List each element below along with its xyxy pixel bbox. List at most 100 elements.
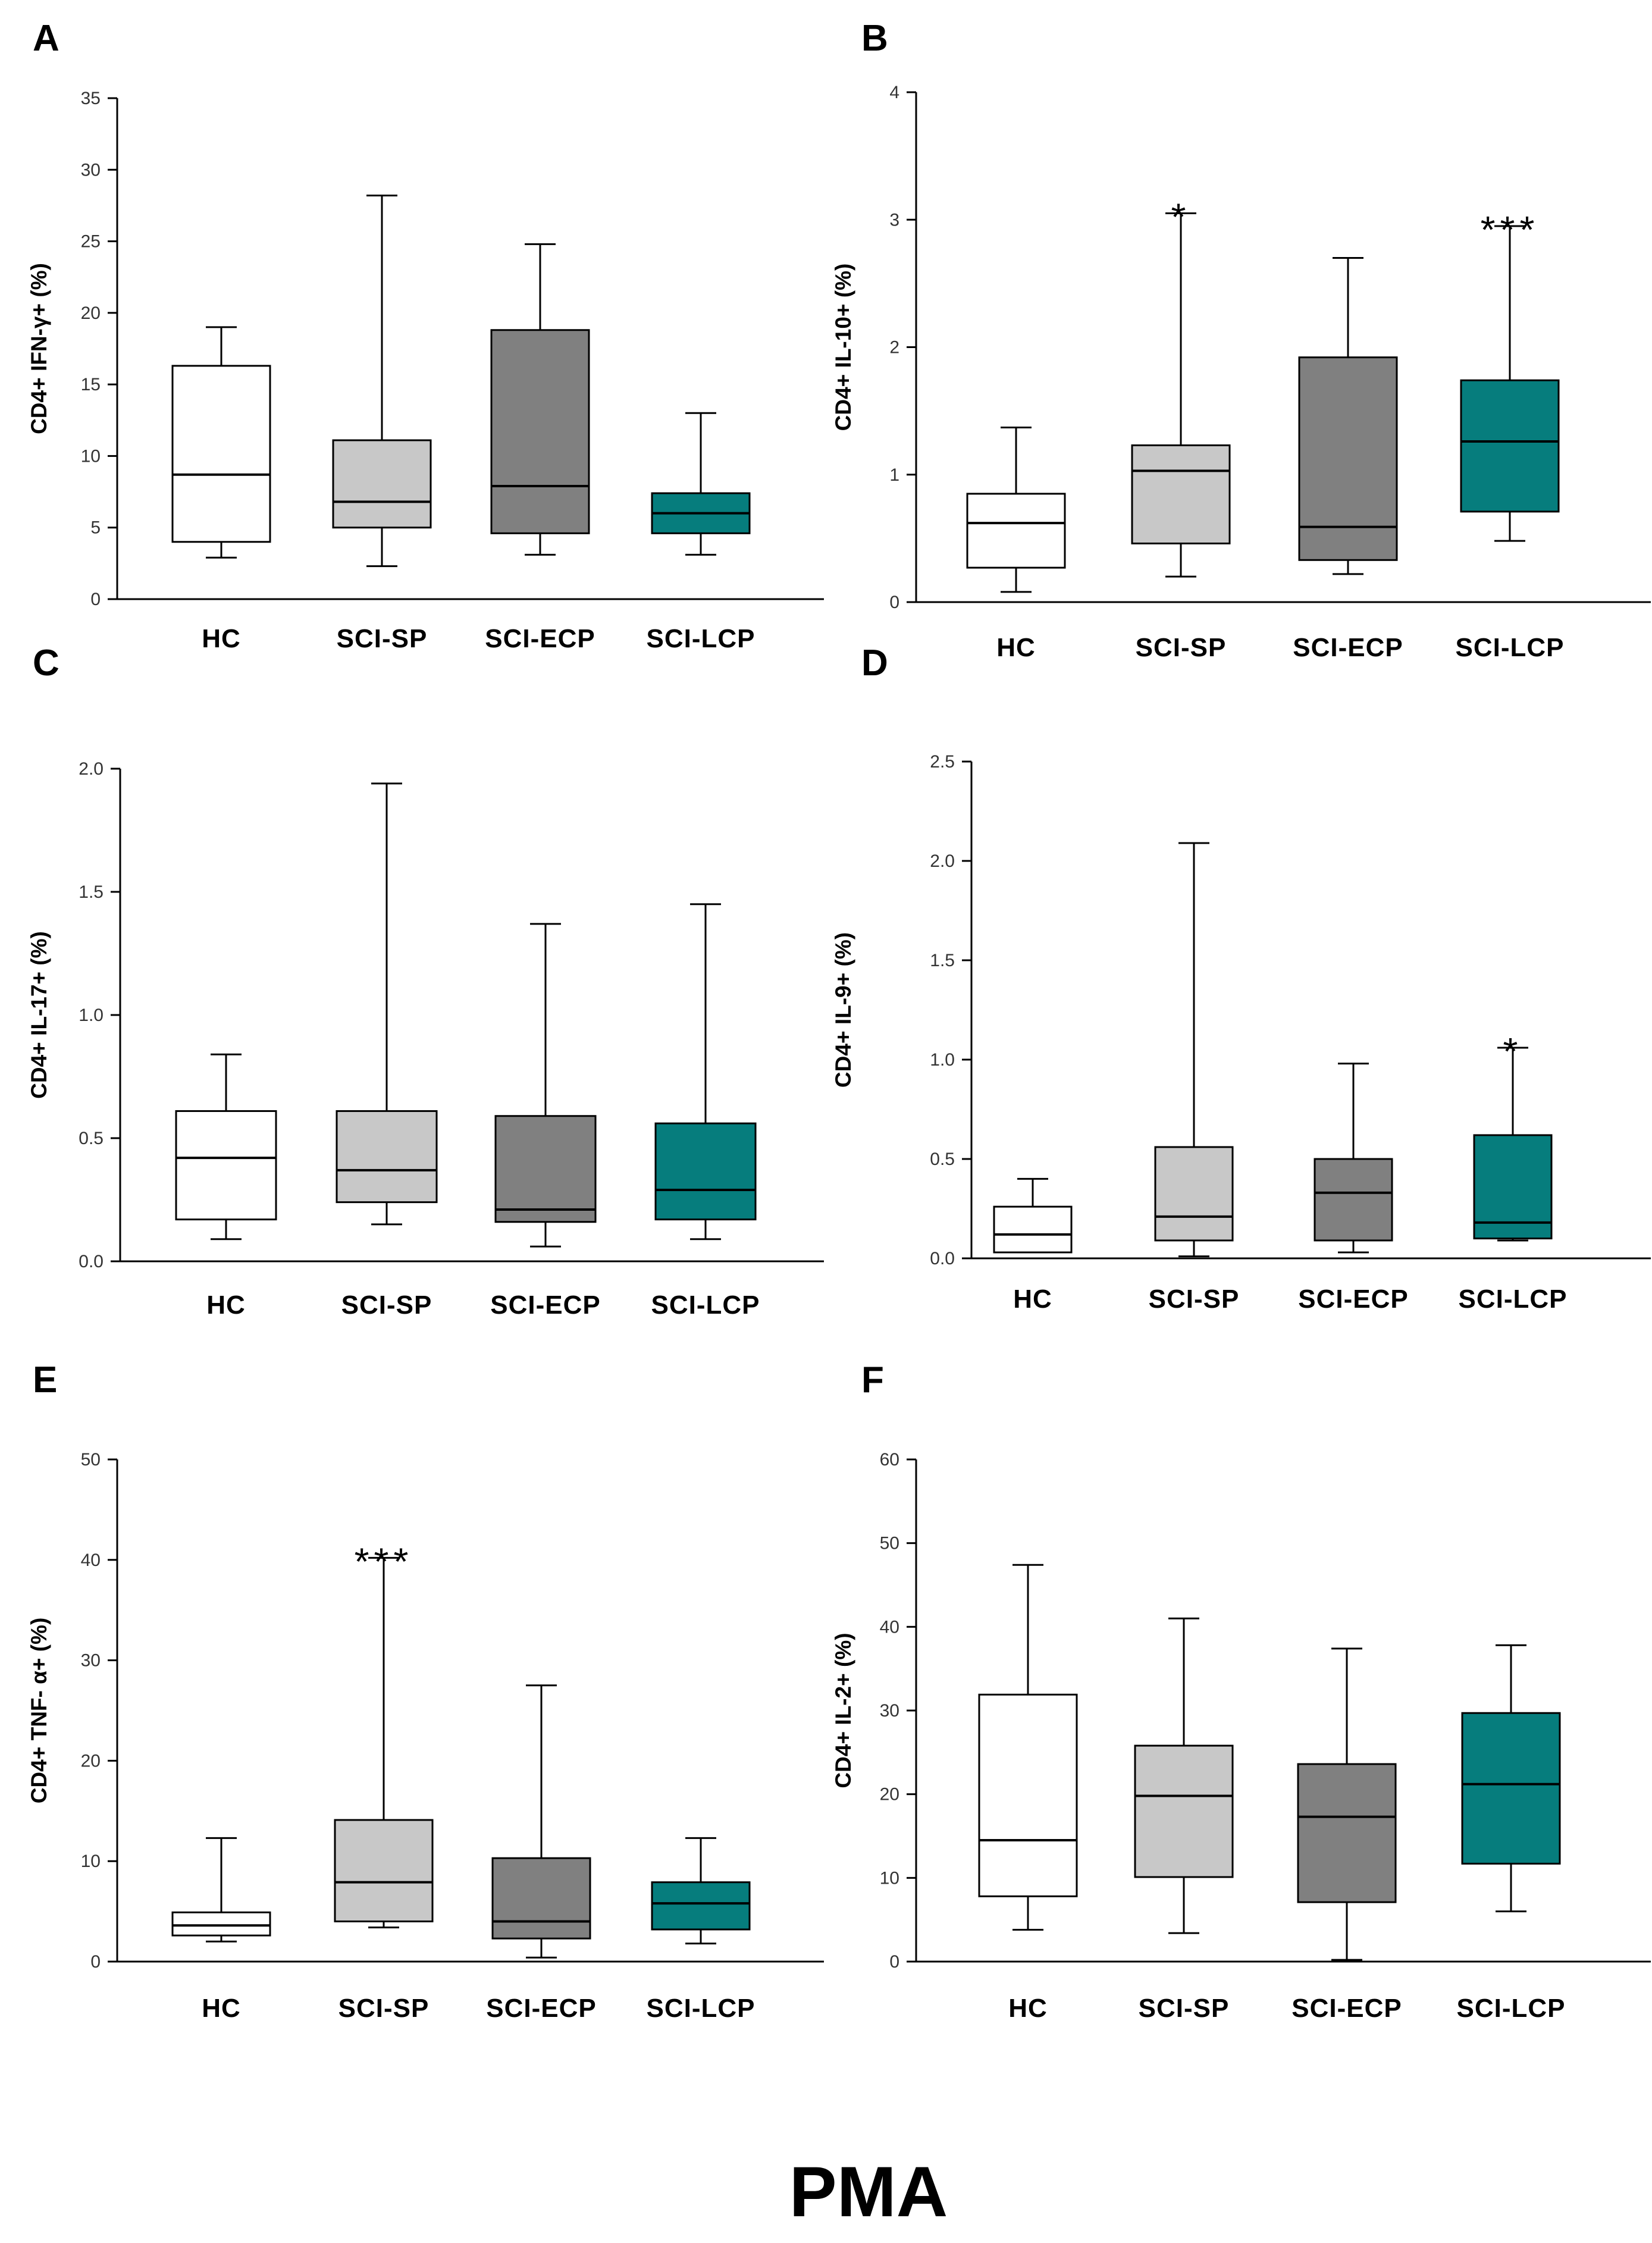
y-axis-title: CD4+ IL-2+ (%) [831,1633,855,1788]
box-iqr [993,1205,1073,1254]
y-tick-label: 0 [889,593,899,612]
y-tick-label: 50 [81,1450,101,1470]
panel-f: F 0 10 20 30 40 50 60 CD4+ IL-2+ (%) HC SCI-SP SCI-… [831,1359,1651,2023]
box-iqr [1461,1712,1561,1865]
y-tick-label: 10 [81,446,101,466]
figure-caption: PMA [789,2152,948,2232]
y-tick-label: 0 [889,1952,899,1972]
box-sci-ecp [490,243,590,556]
box-sci-ecp [1314,1063,1393,1254]
box-iqr [1154,1146,1234,1242]
category-label: SCI-LCP [1457,1994,1566,2023]
box-iqr [175,1110,277,1221]
panel-letter: B [861,18,888,59]
box-iqr [490,329,590,534]
category-label: SCI-ECP [486,1994,596,2023]
category-label: SCI-LCP [647,1994,756,2023]
box-sci-lcp [651,1837,751,1945]
y-tick-label: 25 [81,232,101,252]
box-iqr [654,1122,757,1221]
box-sci-lcp [1461,1644,1561,1913]
panel-letter: E [33,1359,57,1401]
y-tick-label: 35 [81,89,101,108]
y-tick-label: 30 [880,1701,899,1721]
box-iqr [336,1110,438,1204]
box-iqr [1297,1763,1397,1903]
category-label: SCI-SP [1136,633,1227,662]
box-iqr [491,1857,591,1940]
y-tick-label: 0.0 [930,1249,955,1268]
box-hc [993,1177,1073,1254]
category-label: SCI-ECP [485,624,595,653]
panel-a: A 0 5 10 15 20 25 30 35 CD4+ IFN-γ+ (%) HC SCI-SP SC… [27,18,824,653]
box-iqr [978,1693,1078,1897]
category-label: SCI-ECP [1293,633,1403,662]
category-label: SCI-SP [1149,1285,1240,1314]
y-axis-title: CD4+ IFN-γ+ (%) [27,263,51,434]
category-label: SCI-ECP [490,1290,600,1320]
y-tick-label: 30 [81,1651,101,1671]
y-tick-label: 0.0 [79,1252,104,1271]
box-sci-ecp [491,1684,591,1959]
category-label: HC [1013,1285,1052,1314]
box-sci-sp [336,782,438,1226]
box-iqr [1473,1134,1553,1240]
panel-b: B 0 1 2 3 4 CD4+ IL-10+ (%) HC * SCI-SP SCI-ECP ***… [831,18,1651,662]
box-iqr [1460,379,1560,513]
y-tick-label: 40 [81,1550,101,1570]
y-tick-label: 15 [81,375,101,394]
significance-mark: * [1503,1030,1523,1073]
y-tick-label: 3 [889,210,899,230]
box-iqr [1134,1744,1234,1878]
y-tick-label: 20 [880,1785,899,1805]
box-hc [171,1837,271,1943]
category-label: HC [202,1994,241,2023]
y-tick-label: 10 [81,1852,101,1871]
category-label: SCI-LCP [1456,633,1565,662]
box-sci-ecp [494,923,597,1248]
category-label: SCI-SP [338,1994,430,2023]
box-sci-sp [1154,842,1234,1258]
box-iqr [651,1881,751,1931]
y-tick-label: 10 [880,1868,899,1888]
y-tick-label: 4 [889,83,899,102]
box-sci-lcp [654,903,757,1240]
box-sci-sp: *** [334,1540,434,1929]
y-tick-label: 1.0 [79,1005,104,1025]
significance-mark: *** [1481,208,1540,251]
box-iqr [494,1115,597,1223]
box-sci-sp: * [1131,196,1231,578]
box-sci-lcp [651,412,751,556]
y-axis-title: CD4+ IL-10+ (%) [831,264,855,431]
box-hc [966,426,1066,593]
box-sci-lcp: * [1473,1030,1553,1242]
y-tick-label: 40 [880,1617,899,1637]
y-axis-title: CD4+ IL-17+ (%) [27,931,51,1099]
category-label: SCI-ECP [1298,1285,1408,1314]
box-hc [978,1564,1078,1931]
category-label: HC [1008,1994,1048,2023]
y-tick-label: 0 [90,1952,101,1972]
y-tick-label: 2.5 [930,752,955,772]
category-label: HC [996,633,1036,662]
y-tick-label: 2.0 [79,759,104,779]
y-tick-label: 20 [81,303,101,323]
y-tick-label: 60 [880,1450,899,1470]
significance-mark: * [1171,196,1191,239]
y-tick-label: 2 [889,338,899,358]
category-label: SCI-SP [1139,1994,1230,2023]
panel-e: E 0 10 20 30 40 50 CD4+ TNF- α+ (%) HC *** SCI-SP S… [27,1359,824,2023]
y-tick-label: 0 [90,590,101,609]
box-iqr [334,1819,434,1922]
box-iqr [1298,356,1398,561]
box-iqr [171,365,271,543]
box-sci-ecp [1297,1647,1397,1961]
box-sci-lcp: *** [1460,208,1560,542]
category-label: HC [202,624,241,653]
y-tick-label: 20 [81,1751,101,1771]
box-sci-sp [332,195,432,568]
category-label: SCI-LCP [651,1290,760,1320]
panel-letter: D [861,643,888,684]
y-tick-label: 1.0 [930,1050,955,1070]
